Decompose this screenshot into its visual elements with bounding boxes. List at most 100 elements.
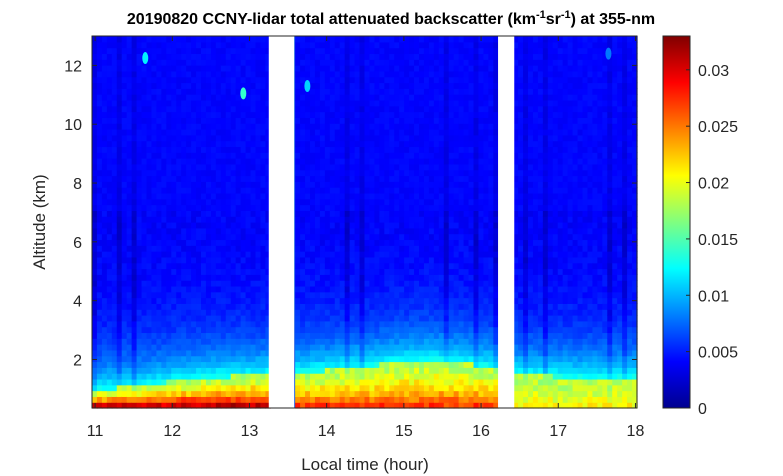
heatmap-cell [235,355,242,363]
heatmap-cell [161,367,167,374]
heatmap-cell [354,227,361,235]
heatmap-cell [374,76,380,84]
heatmap-cell [191,94,197,101]
heatmap-cell [225,175,232,182]
heatmap-cell [339,111,346,118]
heatmap-cell [92,111,98,118]
heatmap-cell [443,134,450,142]
heatmap-cell [215,94,222,101]
heatmap-cell [324,158,331,165]
heatmap-cell [433,303,440,310]
heatmap-cell [116,268,123,275]
heatmap-cell [92,146,98,153]
heatmap-cell [419,41,425,49]
heatmap-cell [399,373,405,380]
heatmap-cell [344,303,351,310]
heatmap-cell [181,233,187,241]
heatmap-cell [443,378,450,386]
heatmap-cell [374,320,380,328]
heatmap-cell [295,332,301,339]
heatmap-cell [235,99,242,107]
heatmap-cell [493,117,499,124]
heatmap-cell [448,251,455,258]
heatmap-cell [354,94,361,101]
heatmap-cell [319,367,326,374]
heatmap-cell [354,70,361,78]
heatmap-cell [414,94,420,101]
heatmap-cell [423,239,430,246]
heatmap-cell [324,280,331,287]
heatmap-cell [399,216,405,223]
heatmap-cell [210,94,217,101]
heatmap-cell [126,344,133,351]
heatmap-cell [364,338,371,345]
heatmap-cell [191,285,197,293]
heatmap-cell [201,227,207,235]
heatmap-cell [230,326,237,334]
heatmap-cell [443,187,450,194]
heatmap-cell [235,204,242,211]
heatmap-cell [131,303,138,310]
heatmap-cell [419,268,425,275]
heatmap-cell [359,373,366,380]
heatmap-cell [186,361,192,368]
heatmap-cell [493,204,499,211]
heatmap-cell [513,367,519,374]
heatmap-cell [116,198,123,206]
heatmap-cell [210,361,217,368]
heatmap-cell [349,163,356,171]
heatmap-cell [156,123,162,130]
heatmap-cell [300,70,306,78]
heatmap-cell [344,227,351,235]
heatmap-cell [156,187,162,194]
heatmap-cell [141,303,148,310]
heatmap-cell [399,309,405,316]
heatmap-cell [329,82,336,89]
heatmap-cell [210,332,217,339]
heatmap-cell [414,355,420,363]
heatmap-cell [359,402,366,409]
heatmap-cell [235,53,242,60]
heatmap-cell [220,396,227,403]
heatmap-cell [493,285,499,293]
heatmap-cell [468,303,475,310]
heatmap-cell [493,233,499,241]
heatmap-cell [260,402,266,409]
heatmap-cell [394,280,400,287]
heatmap-cell [205,181,212,188]
heatmap-cell [453,291,460,299]
heatmap-cell [364,129,371,136]
heatmap-cell [96,326,103,334]
heatmap-cell [171,99,177,107]
heatmap-cell [364,274,371,281]
heatmap-cell [428,245,435,252]
heatmap-cell [423,163,430,171]
heatmap-cell [146,384,153,392]
heatmap-cell [349,285,356,293]
heatmap-cell [250,320,257,328]
heatmap-cell [384,251,390,258]
heatmap-cell [379,320,385,328]
heatmap-cell [96,245,103,252]
heatmap-cell [473,361,480,368]
heatmap-cell [230,41,237,49]
heatmap-cell [399,274,405,281]
heatmap-cell [146,47,153,55]
heatmap-cell [191,36,197,43]
heatmap-cell [448,47,455,55]
heatmap-cell [106,198,113,206]
heatmap-cell [260,53,266,60]
heatmap-cell [225,146,232,153]
heatmap-cell [151,76,157,84]
heatmap-cell [428,361,435,368]
heatmap-cell [443,99,450,107]
heatmap-cell [463,216,470,223]
heatmap-cell [379,99,385,107]
heatmap-cell [255,216,262,223]
heatmap-cell [300,140,306,148]
heatmap-cell [136,384,143,392]
heatmap-cell [295,285,301,293]
heatmap-cell [131,338,138,345]
heatmap-cell [300,198,306,206]
heatmap-cell [186,291,192,299]
